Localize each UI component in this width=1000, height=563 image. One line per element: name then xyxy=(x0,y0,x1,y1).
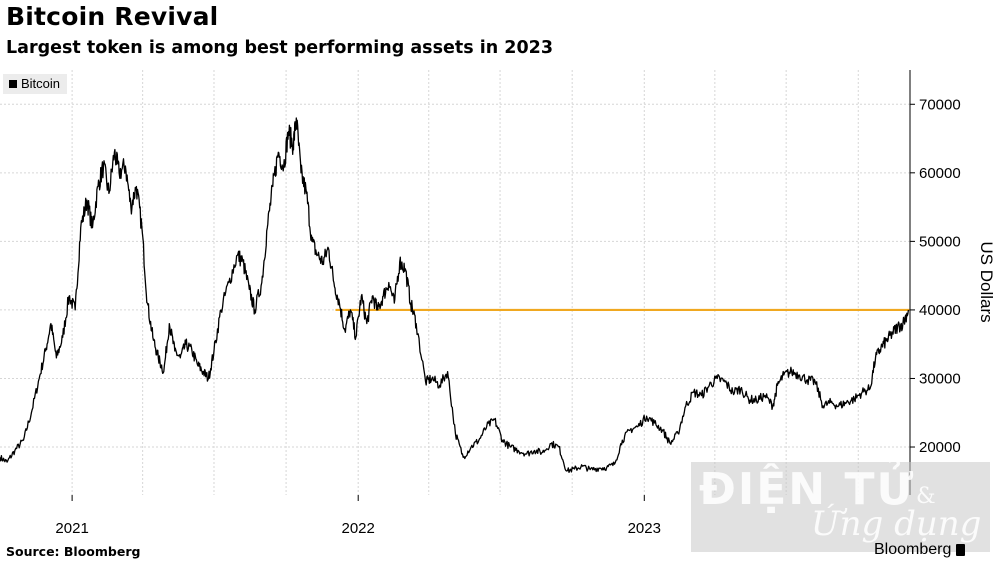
series-line-bitcoin xyxy=(0,117,910,474)
bloomberg-wordmark: Bloomberg xyxy=(874,541,952,558)
y-tick-label: 50000 xyxy=(919,233,961,250)
legend: Bitcoin xyxy=(3,74,68,94)
watermark-bottom: Ứng dụng xyxy=(811,504,982,544)
series-group xyxy=(0,117,910,474)
x-tick-label: 2021 xyxy=(55,520,88,537)
bloomberg-brand: Bloomberg xyxy=(874,541,966,559)
y-axis-title: US Dollars xyxy=(977,241,996,322)
legend-label-bitcoin: Bitcoin xyxy=(21,76,61,91)
chart-title: Bitcoin Revival xyxy=(6,2,219,31)
source-note: Source: Bloomberg xyxy=(6,544,141,559)
chart-subtitle: Largest token is among best performing a… xyxy=(6,38,554,58)
y-tick-label: 60000 xyxy=(919,165,961,182)
bloomberg-logo-icon xyxy=(956,544,966,556)
x-tick-label: 2023 xyxy=(628,520,661,537)
legend-swatch-bitcoin xyxy=(9,79,17,88)
watermark: ĐIỆN TỬ & Ứng dụng xyxy=(691,462,990,552)
y-tick-label: 30000 xyxy=(919,370,961,387)
y-tick-label: 70000 xyxy=(919,96,961,113)
axes: 20000 30000 40000 50000 60000 70000 2021 2022 20… xyxy=(55,70,996,537)
grid xyxy=(0,70,910,495)
y-tick-label: 20000 xyxy=(919,439,961,456)
x-tick-label: 2022 xyxy=(342,520,375,537)
y-tick-label: 40000 xyxy=(919,302,961,319)
watermark-amp: & xyxy=(916,484,936,509)
watermark-top: ĐIỆN TỬ xyxy=(699,464,916,515)
